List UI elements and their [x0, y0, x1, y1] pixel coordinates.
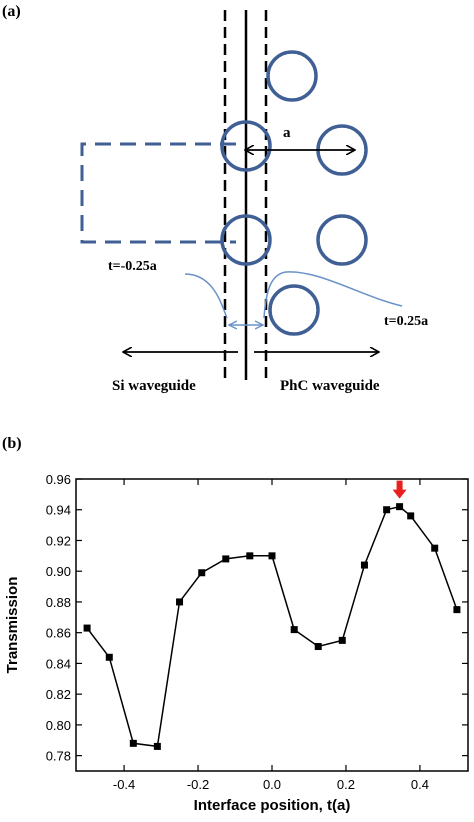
- data-points: [83, 503, 461, 750]
- annotations: [392, 480, 407, 499]
- y-tick-label: 0.90: [46, 564, 71, 579]
- plot-frame: [75, 478, 469, 772]
- x-axis: -0.4 -0.2 0.0 0.2 0.4: [113, 479, 429, 792]
- optimum-marker-arrow: [392, 480, 407, 499]
- si-waveguide-outline: [80, 142, 236, 244]
- phc-hole: [316, 214, 368, 266]
- panel-a: (a) a t=-0.25a t=0.25a Si waveguide PhC …: [2, 3, 428, 394]
- t-right-pointer: [263, 271, 403, 319]
- phc-waveguide-label: PhC waveguide: [280, 378, 380, 394]
- data-point: [129, 739, 137, 747]
- y-tick-label: 0.94: [46, 503, 71, 518]
- data-point: [105, 653, 113, 661]
- data-point: [396, 503, 404, 511]
- si-waveguide-label: Si waveguide: [112, 378, 196, 394]
- y-tick-label: 0.82: [46, 687, 71, 702]
- data-point: [360, 561, 368, 569]
- phc-hole: [268, 284, 320, 336]
- x-tick-label: 0.0: [263, 777, 281, 792]
- panel-a-label: (a): [2, 3, 21, 20]
- data-point: [383, 506, 391, 514]
- data-point: [290, 626, 298, 634]
- lattice-constant-label: a: [283, 125, 291, 141]
- data-point: [338, 636, 346, 644]
- phc-hole: [266, 50, 318, 102]
- data-point: [246, 552, 254, 560]
- x-tick-label: 0.2: [337, 777, 355, 792]
- data-point: [314, 643, 322, 651]
- phc-hole: [220, 214, 272, 266]
- t-left-pointer: [184, 273, 228, 319]
- data-point: [176, 598, 184, 606]
- data-point: [198, 569, 206, 577]
- y-axis-label: Transmission: [4, 577, 21, 674]
- x-tick-label: -0.2: [187, 777, 209, 792]
- y-tick-label: 0.92: [46, 533, 71, 548]
- panel-b: (b) 0.78 0.80 0.82 0.84 0.86 0.88 0.90 0.92 0.94…: [2, 435, 469, 814]
- x-tick-label: -0.4: [113, 777, 135, 792]
- x-tick-label: 0.4: [411, 777, 429, 792]
- y-axis: 0.78 0.80 0.82 0.84 0.86 0.88 0.90 0.92 0.94 0.96: [46, 472, 468, 764]
- data-point: [153, 742, 161, 750]
- t-right-label: t=0.25a: [384, 314, 428, 329]
- y-tick-label: 0.86: [46, 626, 71, 641]
- data-point: [407, 512, 415, 520]
- data-point: [222, 555, 230, 563]
- data-point: [431, 544, 439, 552]
- y-tick-label: 0.80: [46, 718, 71, 733]
- y-tick-label: 0.78: [46, 749, 71, 764]
- panel-b-label: (b): [2, 435, 22, 452]
- y-tick-label: 0.84: [46, 656, 71, 671]
- y-tick-label: 0.88: [46, 595, 71, 610]
- y-tick-label: 0.96: [46, 472, 71, 487]
- data-point: [83, 624, 91, 632]
- transmission-line: [86, 505, 458, 748]
- x-axis-label: Interface position, t(a): [194, 797, 351, 814]
- t-left-label: t=-0.25a: [108, 259, 157, 274]
- data-point: [453, 606, 461, 614]
- data-point: [268, 552, 276, 560]
